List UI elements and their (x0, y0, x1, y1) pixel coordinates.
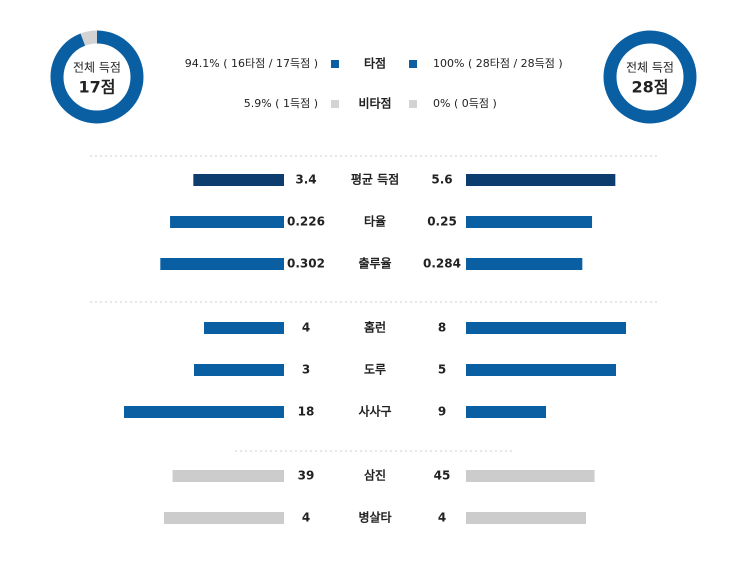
bar-right (466, 322, 626, 334)
legend-left: 5.9% ( 1득점 ) (244, 97, 318, 110)
bar-right (466, 174, 616, 186)
legend-right: 100% ( 28타점 / 28득점 ) (433, 57, 563, 70)
value-right: 45 (434, 469, 451, 483)
bar-right (466, 364, 616, 376)
donut-total: 17점 (79, 78, 116, 97)
value-left: 3.4 (295, 173, 316, 187)
bar-left (170, 216, 284, 228)
value-left: 3 (302, 363, 310, 377)
value-right: 8 (438, 321, 446, 335)
stat-name: 사사구 (358, 404, 391, 419)
stat-name: 출루율 (358, 256, 391, 271)
bar-right (466, 470, 595, 482)
stat-name: 타율 (364, 214, 386, 229)
bar-right (466, 512, 586, 524)
value-right: 4 (438, 511, 446, 525)
value-right: 5.6 (431, 173, 452, 187)
legend-left: 94.1% ( 16타점 / 17득점 ) (185, 57, 318, 70)
bar-right (466, 258, 583, 270)
legend-right: 0% ( 0득점 ) (433, 97, 497, 110)
value-left: 18 (298, 405, 315, 419)
donut-caption: 전체 득점 (73, 61, 121, 75)
legend-name: 비타점 (358, 96, 391, 111)
legend-swatch (409, 100, 417, 108)
value-right: 0.284 (423, 257, 461, 271)
legend-swatch (409, 60, 417, 68)
donut-segment (50, 30, 144, 124)
value-left: 0.226 (287, 215, 325, 229)
donut-segment (603, 30, 697, 124)
value-right: 0.25 (427, 215, 457, 229)
value-left: 4 (302, 321, 310, 335)
legend-name: 타점 (364, 56, 386, 71)
bar-left (164, 512, 284, 524)
value-left: 4 (302, 511, 310, 525)
legend-swatch (331, 100, 339, 108)
value-right: 9 (438, 405, 446, 419)
bar-right (466, 406, 546, 418)
stat-name: 도루 (364, 363, 386, 377)
value-right: 5 (438, 363, 446, 377)
donut-caption: 전체 득점 (626, 61, 674, 75)
stat-name: 병살타 (358, 510, 391, 525)
bar-left (124, 406, 284, 418)
value-left: 0.302 (287, 257, 325, 271)
bar-right (466, 216, 593, 228)
bar-left (194, 364, 284, 376)
bar-left (160, 258, 284, 270)
legend-swatch (331, 60, 339, 68)
bar-left (204, 322, 284, 334)
donut-total: 28점 (632, 78, 669, 97)
stat-name: 평균 득점 (351, 172, 399, 187)
value-left: 39 (298, 469, 315, 483)
bar-left (193, 174, 284, 186)
stat-name: 홈런 (364, 320, 386, 335)
bar-left (172, 470, 284, 482)
stat-name: 삼진 (364, 468, 386, 483)
